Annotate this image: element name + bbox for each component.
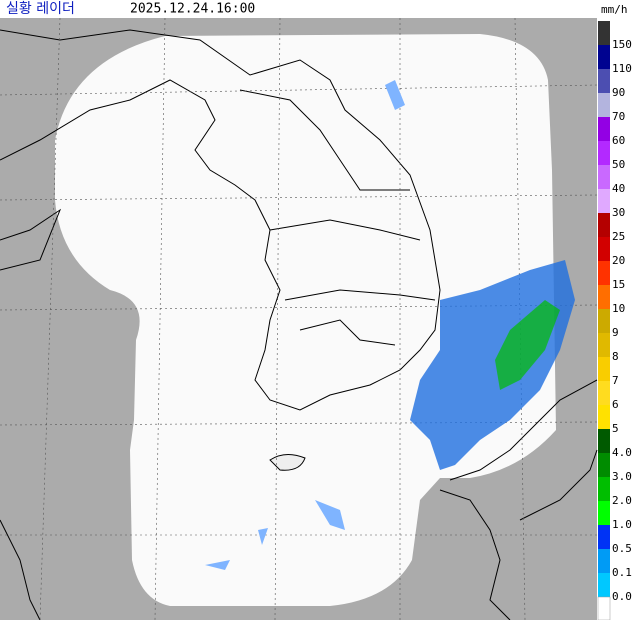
legend-swatch — [598, 213, 610, 237]
title: 실황 레이더 — [6, 1, 75, 17]
legend-swatch — [598, 477, 610, 501]
legend-swatch — [598, 501, 610, 525]
timestamp: 2025.12.24.16:00 — [130, 2, 255, 17]
legend-swatch — [598, 357, 610, 381]
legend-swatch — [598, 261, 610, 285]
coastlines — [0, 29, 598, 620]
legend-swatch — [598, 69, 610, 93]
legend-label: 0.0 — [612, 590, 632, 603]
legend-swatch — [598, 525, 610, 549]
legend-swatch — [598, 189, 610, 213]
legend-label: 4.0 — [612, 446, 632, 459]
legend-swatch — [598, 165, 610, 189]
radar-coverage — [55, 34, 556, 606]
grid-lines — [0, 17, 598, 620]
precipitation — [205, 80, 575, 570]
legend-label: 60 — [612, 134, 625, 147]
legend-swatch — [598, 309, 610, 333]
legend-unit: mm/h — [601, 3, 628, 16]
legend-swatch — [598, 381, 610, 405]
legend-label: 8 — [612, 350, 619, 363]
legend-label: 6 — [612, 398, 619, 411]
legend-swatch — [598, 141, 610, 165]
legend-label: 2.0 — [612, 494, 632, 507]
legend-label: 5 — [612, 422, 619, 435]
legend-label: 20 — [612, 254, 625, 267]
legend-label: 9 — [612, 326, 619, 339]
legend-swatch — [598, 285, 610, 309]
legend-label: 7 — [612, 374, 619, 387]
legend-swatch — [598, 549, 610, 573]
legend-swatch — [598, 45, 610, 69]
legend-swatch — [598, 237, 610, 261]
legend: 150 110 90 70 60 50 40 30 25 20 15 10 9 8 7 6 5 4.0 3.0 2.0… — [598, 21, 632, 603]
legend-label: 50 — [612, 158, 625, 171]
legend-label: 150 — [612, 38, 632, 51]
legend-base — [597, 596, 611, 620]
legend-swatch — [598, 429, 610, 453]
legend-label: 40 — [612, 182, 625, 195]
legend-label: 90 — [612, 86, 625, 99]
legend-swatch — [598, 573, 610, 597]
legend-swatch — [598, 117, 610, 141]
legend-swatch — [598, 405, 610, 429]
legend-swatch — [598, 93, 610, 117]
legend-swatch — [598, 21, 610, 45]
legend-label: 110 — [612, 62, 632, 75]
legend-label: 0.1 — [612, 566, 632, 579]
legend-label: 3.0 — [612, 470, 632, 483]
legend-label: 30 — [612, 206, 625, 219]
legend-label: 25 — [612, 230, 625, 243]
legend-label: 10 — [612, 302, 625, 315]
legend-label: 1.0 — [612, 518, 632, 531]
legend-label: 0.5 — [612, 542, 632, 555]
legend-swatch — [598, 333, 610, 357]
legend-label: 70 — [612, 110, 625, 123]
legend-swatch — [598, 453, 610, 477]
map — [0, 17, 598, 620]
legend-label: 15 — [612, 278, 625, 291]
